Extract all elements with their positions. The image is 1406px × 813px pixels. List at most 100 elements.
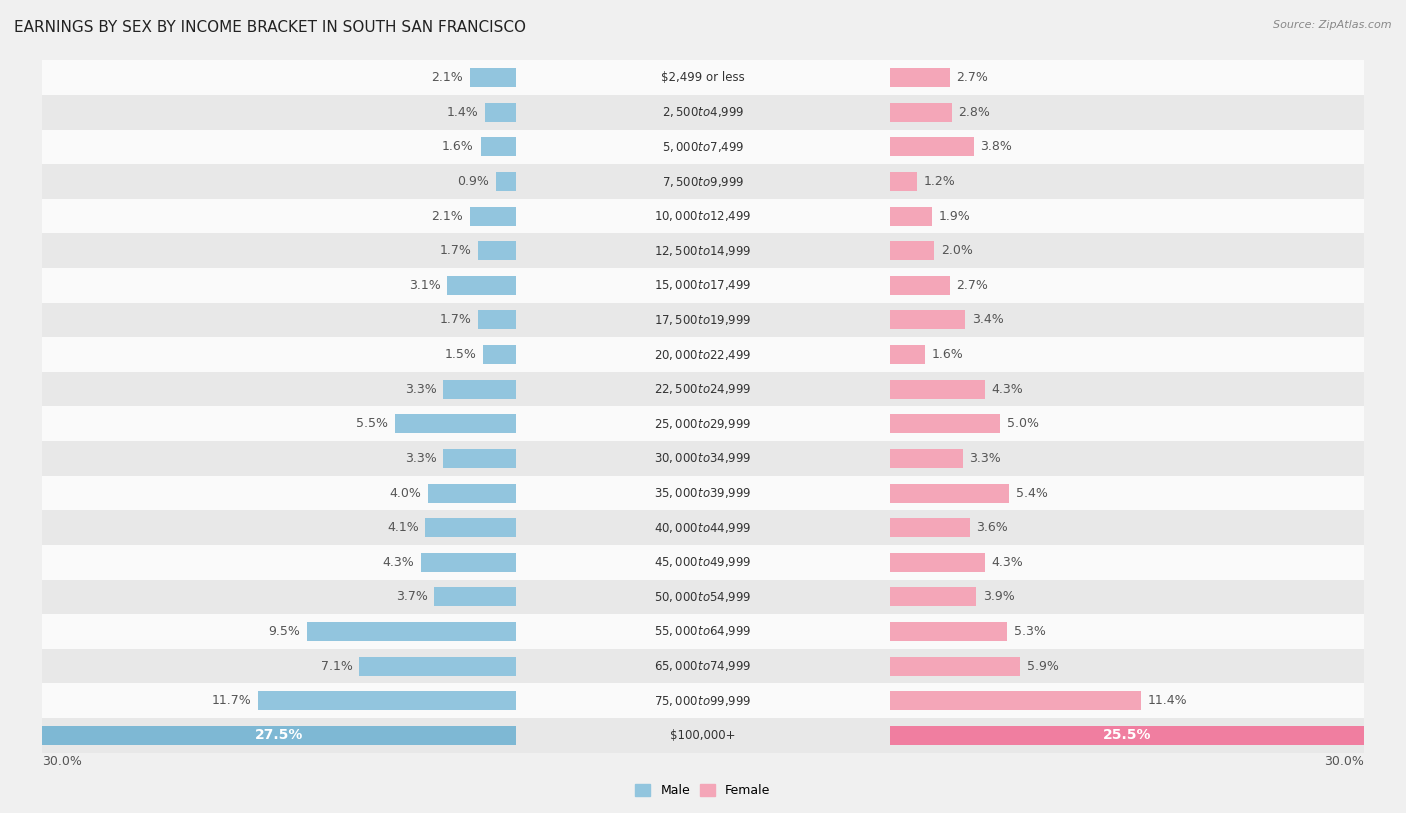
Bar	[890, 415, 1000, 433]
Text: $2,500 to $4,999: $2,500 to $4,999	[662, 106, 744, 120]
Text: $30,000 to $34,999: $30,000 to $34,999	[654, 451, 752, 465]
Text: 4.3%: 4.3%	[991, 383, 1024, 396]
Bar	[42, 164, 1364, 199]
Text: 30.0%: 30.0%	[1324, 755, 1364, 768]
Text: 0.9%: 0.9%	[457, 175, 489, 188]
Bar	[42, 684, 1364, 718]
Bar	[890, 518, 970, 537]
Bar	[890, 241, 934, 260]
Bar	[42, 726, 516, 745]
Bar	[890, 68, 949, 87]
Text: 2.7%: 2.7%	[956, 279, 988, 292]
Legend: Male, Female: Male, Female	[630, 780, 776, 802]
Bar	[890, 345, 925, 364]
Text: 27.5%: 27.5%	[254, 728, 304, 742]
Text: $17,500 to $19,999: $17,500 to $19,999	[654, 313, 752, 327]
Bar	[42, 580, 1364, 614]
Bar	[478, 241, 516, 260]
Text: 4.0%: 4.0%	[389, 486, 420, 499]
Bar	[890, 449, 963, 468]
Bar	[890, 691, 1142, 711]
Text: $75,000 to $99,999: $75,000 to $99,999	[654, 693, 752, 707]
Text: $5,000 to $7,499: $5,000 to $7,499	[662, 140, 744, 154]
Bar	[42, 372, 1364, 406]
Text: $65,000 to $74,999: $65,000 to $74,999	[654, 659, 752, 673]
Text: 1.4%: 1.4%	[447, 106, 478, 119]
Text: 2.7%: 2.7%	[956, 72, 988, 85]
Bar	[890, 137, 974, 156]
Text: 2.8%: 2.8%	[959, 106, 990, 119]
Text: 5.4%: 5.4%	[1015, 486, 1047, 499]
Text: 2.1%: 2.1%	[432, 72, 463, 85]
Text: $15,000 to $17,499: $15,000 to $17,499	[654, 278, 752, 293]
Bar	[890, 311, 965, 329]
Text: 1.5%: 1.5%	[444, 348, 477, 361]
Bar	[496, 172, 516, 191]
Text: 1.2%: 1.2%	[924, 175, 955, 188]
Text: 11.7%: 11.7%	[212, 694, 252, 707]
Bar	[42, 95, 1364, 129]
Text: EARNINGS BY SEX BY INCOME BRACKET IN SOUTH SAN FRANCISCO: EARNINGS BY SEX BY INCOME BRACKET IN SOU…	[14, 20, 526, 35]
Text: $100,000+: $100,000+	[671, 728, 735, 741]
Bar	[42, 476, 1364, 511]
Text: 1.7%: 1.7%	[440, 244, 471, 257]
Text: 9.5%: 9.5%	[269, 625, 299, 638]
Bar	[42, 718, 1364, 753]
Bar	[485, 102, 516, 122]
Text: 2.1%: 2.1%	[432, 210, 463, 223]
Bar	[890, 484, 1010, 502]
Bar	[42, 649, 1364, 684]
Bar	[360, 657, 516, 676]
Text: $10,000 to $12,499: $10,000 to $12,499	[654, 209, 752, 223]
Bar	[890, 553, 986, 572]
Text: 1.9%: 1.9%	[939, 210, 970, 223]
Text: 4.1%: 4.1%	[387, 521, 419, 534]
Bar	[42, 302, 1364, 337]
Bar	[890, 172, 917, 191]
Text: 4.3%: 4.3%	[382, 556, 415, 569]
Bar	[42, 614, 1364, 649]
Bar	[42, 406, 1364, 441]
Bar	[447, 276, 516, 295]
Bar	[42, 545, 1364, 580]
Bar	[478, 311, 516, 329]
Text: 3.1%: 3.1%	[409, 279, 441, 292]
Bar	[42, 268, 1364, 302]
Bar	[42, 441, 1364, 476]
Bar	[890, 102, 952, 122]
Text: 3.6%: 3.6%	[976, 521, 1008, 534]
Bar	[42, 337, 1364, 372]
Bar	[890, 380, 986, 398]
Bar	[259, 691, 516, 711]
Text: 1.7%: 1.7%	[440, 314, 471, 327]
Bar	[482, 345, 516, 364]
Bar	[470, 207, 516, 226]
Text: 5.5%: 5.5%	[356, 417, 388, 430]
Text: 25.5%: 25.5%	[1102, 728, 1152, 742]
Bar	[443, 380, 516, 398]
Text: $7,500 to $9,999: $7,500 to $9,999	[662, 175, 744, 189]
Bar	[307, 622, 516, 641]
Text: Source: ZipAtlas.com: Source: ZipAtlas.com	[1274, 20, 1392, 30]
Bar	[42, 60, 1364, 95]
Text: 5.9%: 5.9%	[1026, 659, 1059, 672]
Text: $55,000 to $64,999: $55,000 to $64,999	[654, 624, 752, 638]
Bar	[443, 449, 516, 468]
Text: 3.3%: 3.3%	[405, 452, 436, 465]
Text: 3.7%: 3.7%	[395, 590, 427, 603]
Bar	[890, 207, 932, 226]
Text: 1.6%: 1.6%	[441, 141, 474, 154]
Bar	[427, 484, 516, 502]
Bar	[42, 199, 1364, 233]
Bar	[481, 137, 516, 156]
Bar	[890, 726, 1364, 745]
Text: $22,500 to $24,999: $22,500 to $24,999	[654, 382, 752, 396]
Text: $45,000 to $49,999: $45,000 to $49,999	[654, 555, 752, 569]
Text: 3.3%: 3.3%	[970, 452, 1001, 465]
Bar	[42, 511, 1364, 545]
Text: $40,000 to $44,999: $40,000 to $44,999	[654, 520, 752, 535]
Bar	[890, 657, 1021, 676]
Text: 11.4%: 11.4%	[1147, 694, 1188, 707]
Text: 30.0%: 30.0%	[42, 755, 82, 768]
Text: 7.1%: 7.1%	[321, 659, 353, 672]
